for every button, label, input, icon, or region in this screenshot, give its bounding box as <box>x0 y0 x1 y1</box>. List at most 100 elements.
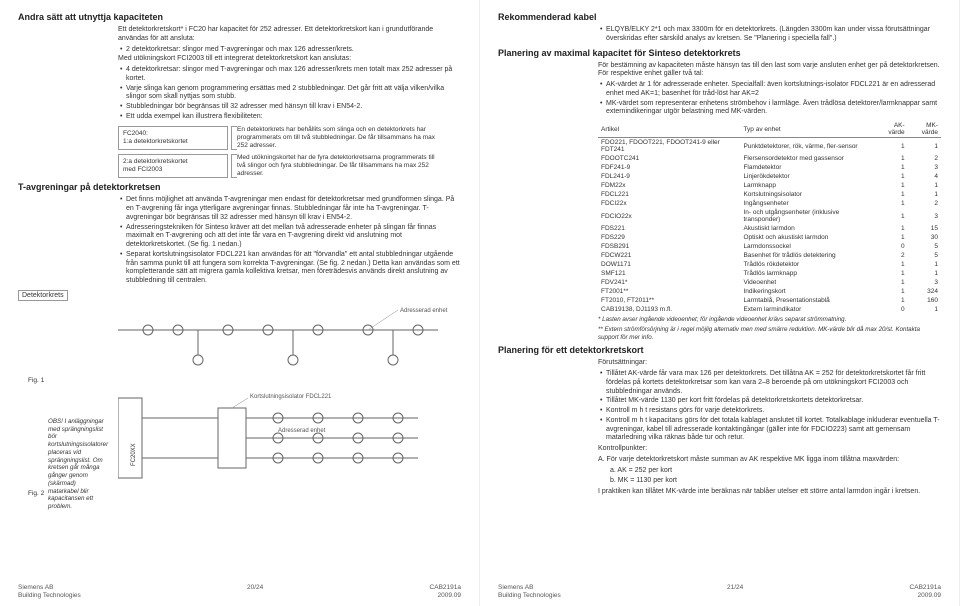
td: 0 <box>875 305 907 314</box>
td: FT2001** <box>598 287 740 296</box>
left-block-1: Ett detektorkretskort* i FC20 har kapaci… <box>118 26 461 122</box>
table-row: FT2001**Indikeringskort1324 <box>598 287 941 296</box>
figure-2: FC20XX Kortslutningsisolator FDCL221 Adr… <box>118 388 461 497</box>
td: FDSB291 <box>598 242 740 251</box>
table-row: FDS221Akustiskt larmdon115 <box>598 224 941 233</box>
td: 5 <box>908 242 941 251</box>
th: Artikel <box>598 121 740 138</box>
td: Videoenhet <box>740 278 875 287</box>
label: FC20XX <box>131 443 137 466</box>
td: 1 <box>875 208 907 224</box>
f: 2009.09 <box>910 592 941 600</box>
table-row: DOW1171Trådlös rökdetektor11 <box>598 260 941 269</box>
f: Siemens AB <box>18 584 81 592</box>
td: Larmtablå, Presentationstablå <box>740 296 875 305</box>
table-row: SMF121Trådlös larmknapp11 <box>598 269 941 278</box>
td: Trådlös larmknapp <box>740 269 875 278</box>
td: 1 <box>908 269 941 278</box>
td: 1 <box>875 163 907 172</box>
li: AK-värdet är 1 för adresserade enheter. … <box>598 81 941 99</box>
td: 1 <box>908 305 941 314</box>
td: 1 <box>875 260 907 269</box>
td: 4 <box>908 172 941 181</box>
box-title: FC2040: <box>123 130 223 138</box>
td: FDL241-9 <box>598 172 740 181</box>
li: ELQYB/ELKY 2*1 och max 3300m för en dete… <box>598 26 941 44</box>
table-row: CAB19138, DJ1193 m.fl.Extern larmindikat… <box>598 305 941 314</box>
td: 1 <box>875 154 907 163</box>
td: 1 <box>875 172 907 181</box>
table-row: FDS229Optiskt och akustiskt larmdon130 <box>598 233 941 242</box>
td: FDS221 <box>598 224 740 233</box>
td: 1 <box>875 278 907 287</box>
td: 30 <box>908 233 941 242</box>
td: 0 <box>875 242 907 251</box>
page-right: Rekommenderad kabel ELQYB/ELKY 2*1 och m… <box>480 0 960 606</box>
fig2-svg: FC20XX Kortslutningsisolator FDCL221 Adr… <box>118 388 448 488</box>
table-row: FDCL221Kortslutningsisolator11 <box>598 190 941 199</box>
li: Tillåtet MK-värde 1130 per kort fritt fö… <box>598 397 941 406</box>
td: FDCI22x <box>598 199 740 208</box>
td: FDF241-9 <box>598 163 740 172</box>
p: A. För varje detektorkretskort måste sum… <box>598 456 941 465</box>
table-note: * Lasten avser ingående videoenhet; för … <box>598 316 941 324</box>
page-num: 21/24 <box>727 584 743 600</box>
table-row: FT2010, FT2011**Larmtablå, Presentations… <box>598 296 941 305</box>
table-row: FDL241-9Linjerökdetektor14 <box>598 172 941 181</box>
td: 1 <box>908 260 941 269</box>
f: Building Technologies <box>18 592 81 600</box>
box-title: 2:a detektorkretskortet <box>123 158 223 166</box>
td: CAB19138, DJ1193 m.fl. <box>598 305 740 314</box>
td: FDCIO22x <box>598 208 740 224</box>
td: 1 <box>875 199 907 208</box>
td: Optiskt och akustiskt larmdon <box>740 233 875 242</box>
fig1-svg: Adresserad enhet <box>118 305 448 375</box>
td: 3 <box>908 278 941 287</box>
td: Ingångsenheter <box>740 199 875 208</box>
td: Akustiskt larmdon <box>740 224 875 233</box>
td: Basenhet för trådlös detektering <box>740 251 875 260</box>
td: Larmknapp <box>740 181 875 190</box>
box-fci2003: 2:a detektorkretskortet med FCI2003 <box>118 154 228 178</box>
heading-t-avgreningar: T-avgreningar på detektorkretsen <box>18 182 461 192</box>
td: FDCW221 <box>598 251 740 260</box>
td: Flersensordetektor med gassensor <box>740 154 875 163</box>
td: FDM22x <box>598 181 740 190</box>
td: 5 <box>908 251 941 260</box>
table-note: ** Extern strömförsörjning är i regel mö… <box>598 326 941 342</box>
label: Adresserad enhet <box>278 428 326 434</box>
td: 3 <box>908 208 941 224</box>
subhead: Kontrollpunkter: <box>598 445 941 454</box>
subhead: Förutsättningar: <box>598 359 941 368</box>
li: Adresseringstekniken för Sinteso kräver … <box>118 224 461 250</box>
td: 1 <box>875 224 907 233</box>
td: 2 <box>875 251 907 260</box>
td: 1 <box>875 269 907 278</box>
td: Linjerökdetektor <box>740 172 875 181</box>
table-row: FDSB291Larmdonssockel05 <box>598 242 941 251</box>
figure-1: Adresserad enhet Fig. 1 <box>118 305 461 384</box>
f: CAB2191a <box>910 584 941 592</box>
td: 1 <box>875 296 907 305</box>
td: 1 <box>908 190 941 199</box>
td: 1 <box>875 233 907 242</box>
li: Kontroll m h t kapacitans görs för det t… <box>598 417 941 443</box>
td: 1 <box>875 181 907 190</box>
th: AK-värde <box>875 121 907 138</box>
td: Indikeringskort <box>740 287 875 296</box>
td: In- och utgångsenheter (inklusive transp… <box>740 208 875 224</box>
obs-note: OBS! I anläggningar med sprängningslist … <box>48 418 108 511</box>
td: 1 <box>908 138 941 155</box>
page-left: Andra sätt att utnyttja kapaciteten Ett … <box>0 0 480 606</box>
page-num: 20/24 <box>247 584 263 600</box>
p: För bestämning av kapaciteten måste häns… <box>598 62 941 80</box>
li: 4 detektorkretsar: slingor med T-avgreni… <box>118 66 461 84</box>
td: FDOOTC241 <box>598 154 740 163</box>
p: I praktiken kan tillåtet MK-värde inte b… <box>598 488 941 497</box>
li: 2 detektorkretsar: slingor med T-avgreni… <box>118 46 461 55</box>
td: Kortslutningsisolator <box>740 190 875 199</box>
li: Tillåtet AK-värde får vara max 126 per d… <box>598 370 941 396</box>
td: SMF121 <box>598 269 740 278</box>
td: FDS229 <box>598 233 740 242</box>
td: Extern larmindikator <box>740 305 875 314</box>
